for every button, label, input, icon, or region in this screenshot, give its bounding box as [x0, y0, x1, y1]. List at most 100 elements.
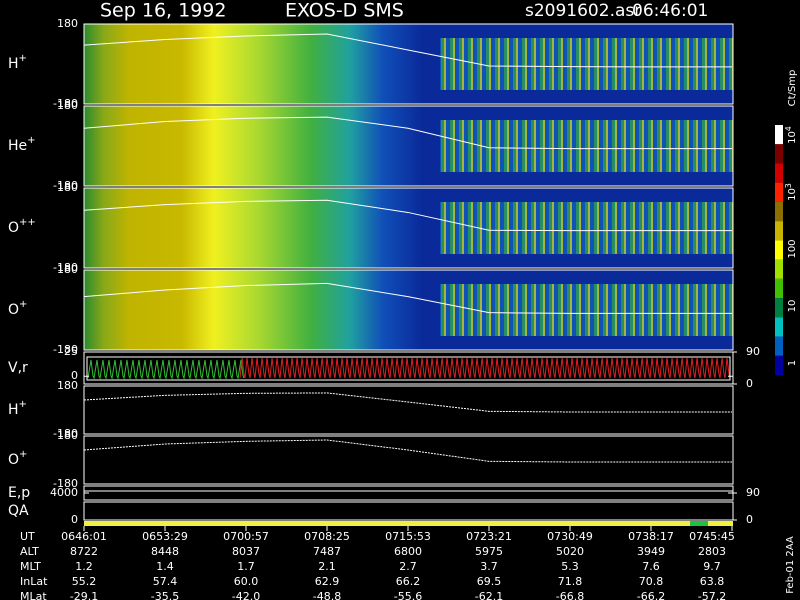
trace	[83, 33, 732, 68]
y2-tick-label: 0	[746, 513, 753, 526]
label-sup: +	[19, 53, 27, 64]
y-tick-label: 180	[57, 17, 78, 30]
cell: 0745:45	[689, 530, 735, 543]
colorbar-cell	[775, 298, 783, 318]
y-tick-label: -180	[53, 97, 78, 110]
colorbar-cell	[775, 163, 783, 183]
colorbar-label: 104	[784, 126, 799, 144]
colorbar-cell	[775, 125, 783, 145]
cell: -42.0	[232, 590, 260, 600]
colorbar-cell	[775, 221, 783, 241]
label-sup: +	[27, 135, 35, 146]
panel-frame	[83, 385, 734, 435]
panel-frame	[83, 485, 734, 501]
label-text: O	[8, 220, 19, 236]
colorbar-cell	[775, 259, 783, 279]
cell: 63.8	[700, 575, 725, 588]
label-text: He	[8, 138, 27, 154]
y-tick-label: -180	[53, 427, 78, 440]
cell: 8448	[151, 545, 179, 558]
cell: 1.7	[237, 560, 255, 573]
time: 06:46:01	[632, 1, 708, 21]
panel-frame	[83, 187, 734, 269]
colorbar-label: 1	[787, 360, 798, 366]
spectrogram-stripes	[440, 284, 733, 336]
label-text: V,r	[8, 360, 28, 376]
label-sup: +	[19, 449, 27, 460]
panel-label: QA	[8, 503, 29, 519]
trace	[83, 392, 732, 413]
cell: 0700:57	[223, 530, 269, 543]
y2-tick-label: 90	[746, 486, 760, 499]
spectrogram-stripes	[440, 202, 733, 254]
cell: 6800	[394, 545, 422, 558]
panel-label: O+	[8, 299, 27, 318]
y-tick-label: 0	[71, 513, 78, 526]
date: Sep 16, 1992	[100, 0, 226, 22]
row-label: UT	[20, 530, 35, 543]
panel-frame	[83, 23, 734, 105]
cell: 7487	[313, 545, 341, 558]
colorbar-label: 103	[784, 183, 799, 201]
cell: -48.8	[313, 590, 341, 600]
colorbar-label-text: 10	[787, 300, 798, 313]
vector-green	[87, 359, 245, 380]
cell: 0646:01	[61, 530, 107, 543]
colorbar-label-text: 100	[787, 239, 798, 258]
label-text: H	[8, 56, 19, 72]
cell: 9.7	[703, 560, 721, 573]
trace	[83, 116, 732, 150]
label-sup: +	[19, 399, 27, 410]
cell: 2.7	[399, 560, 417, 573]
panel-label: V,r	[8, 360, 28, 376]
y-tick-label: 180	[57, 181, 78, 194]
y-tick-label: 4000	[50, 486, 78, 499]
colorbar-label-text: 1	[787, 360, 798, 366]
y-tick-label: 180	[57, 429, 78, 442]
cell: 3949	[637, 545, 665, 558]
label-sup: +	[19, 299, 27, 310]
panel-frame	[83, 269, 734, 351]
cell: 2803	[698, 545, 726, 558]
cell: 1.4	[156, 560, 174, 573]
cell: 55.2	[72, 575, 97, 588]
colorbar-cell	[775, 278, 783, 299]
y2-tick-label: 0	[746, 377, 753, 390]
y-tick-label: 0	[71, 369, 78, 382]
qa-flag	[690, 521, 708, 526]
cell: -66.8	[556, 590, 584, 600]
cell: 70.8	[639, 575, 664, 588]
y-tick-label: -180	[53, 477, 78, 490]
panel-label: E,p	[8, 485, 30, 501]
cell: 0715:53	[385, 530, 431, 543]
cell: 71.8	[558, 575, 583, 588]
cell: 5.3	[561, 560, 579, 573]
row-label: MLat	[20, 590, 47, 600]
label-sup: ++	[19, 217, 36, 228]
colorbar-label-sup: 4	[784, 126, 793, 131]
cell: 5975	[475, 545, 503, 558]
colorbar-label: 100	[787, 239, 798, 258]
cell: 69.5	[477, 575, 502, 588]
y-tick-label: 25	[64, 345, 78, 358]
panel-label: O++	[8, 217, 36, 236]
trace	[83, 282, 732, 314]
title: EXOS-D SMS	[285, 0, 404, 22]
y-tick-label: 180	[57, 379, 78, 392]
cell: 5020	[556, 545, 584, 558]
label-text: O	[8, 452, 19, 468]
spectrogram-stripes	[440, 38, 733, 90]
panel-frame	[83, 501, 734, 521]
panel-label: H+	[8, 399, 27, 418]
colorbar-cell	[775, 355, 783, 375]
trace	[83, 199, 732, 232]
cell: 0730:49	[547, 530, 593, 543]
y-tick-label: -180	[53, 343, 78, 356]
row-label: InLat	[20, 575, 48, 588]
vector-box	[86, 356, 731, 381]
colorbar-cell	[775, 336, 783, 356]
colorbar-cell	[775, 201, 783, 222]
panel-label: O+	[8, 449, 27, 468]
colorbar-label-text: 10	[787, 131, 798, 144]
